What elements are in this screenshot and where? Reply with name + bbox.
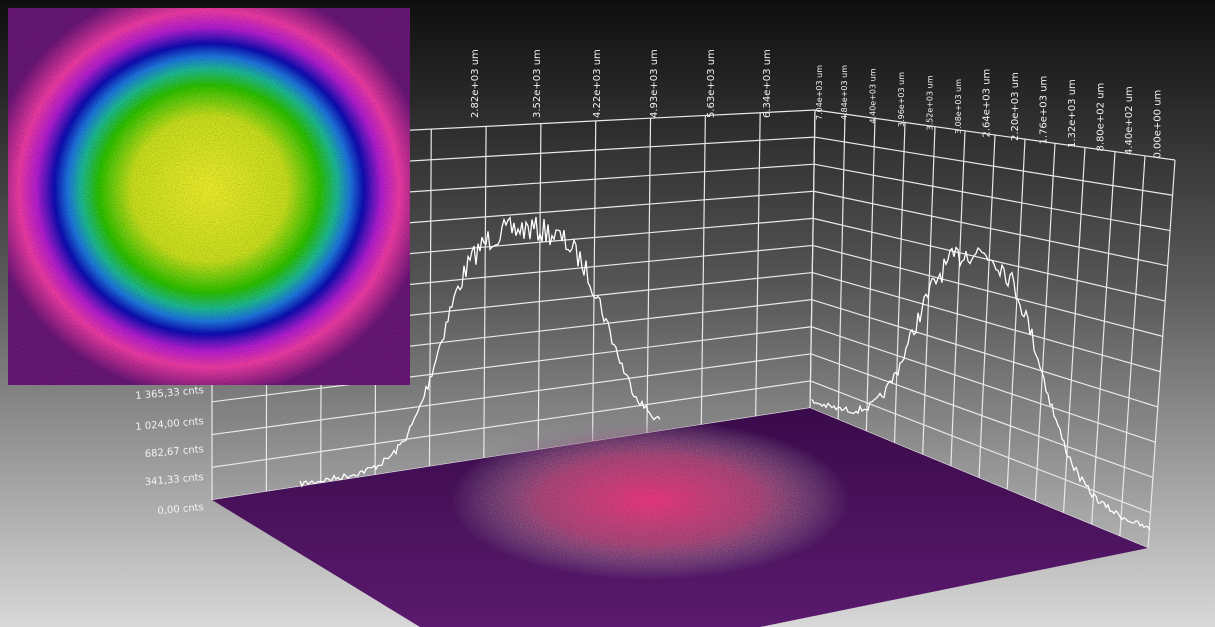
- grid-line: [893, 122, 906, 444]
- grid-line: [483, 126, 487, 459]
- z-axis-label: 0,00 cnts: [157, 502, 204, 517]
- beam-base-glow: [450, 420, 850, 580]
- y-axis-label: 3.96e+03 um: [897, 72, 906, 127]
- grid-line: [700, 115, 706, 425]
- profile-curve: [299, 216, 661, 488]
- x-axis-label: 4.93e+03 um: [649, 49, 660, 118]
- grid-line: [1062, 147, 1086, 514]
- grid-line: [811, 299, 1158, 408]
- profiles: [299, 216, 1151, 531]
- grid-line: [812, 244, 1163, 337]
- x-axis-label: 3.52e+03 um: [532, 49, 543, 118]
- x-axis-label: 5.63e+03 um: [706, 49, 717, 118]
- grid-line: [809, 109, 816, 409]
- grid-line: [1034, 143, 1056, 502]
- y-axis-label: 0.00e+00 um: [1153, 90, 1164, 159]
- x-axis-label: 6.34e+03 um: [762, 49, 773, 118]
- z-axis-label: 682,67 cnts: [144, 444, 204, 460]
- y-axis-label: 4.40e+03 um: [869, 68, 878, 123]
- grid-line: [865, 118, 876, 432]
- beam-image: [8, 8, 410, 385]
- grid-line: [810, 380, 1151, 514]
- y-axis-label: 1.32e+03 um: [1067, 79, 1078, 148]
- beam-image-inset: [8, 8, 410, 385]
- grid-line: [211, 326, 812, 403]
- grid-line: [813, 190, 1168, 267]
- grid-line: [591, 120, 597, 442]
- grid-line: [814, 109, 1176, 161]
- grid-line: [810, 353, 1154, 479]
- y-axis-label: 3.08e+03 um: [954, 79, 963, 134]
- grid-line: [428, 129, 432, 467]
- z-axis-label: 341,33 cnts: [144, 472, 204, 488]
- grid-line: [813, 163, 1171, 232]
- x-axis-label: 7.04e+03 um: [815, 65, 824, 120]
- y-axis-label: 2.64e+03 um: [982, 69, 993, 138]
- profile-curve: [811, 246, 1151, 531]
- grid-line: [646, 118, 652, 434]
- grid-line: [211, 380, 811, 468]
- x-axis-label: 2.82e+03 um: [470, 49, 481, 118]
- grid-line: [755, 112, 761, 417]
- grid-line: [1091, 151, 1116, 525]
- grid-line: [978, 134, 996, 479]
- y-axis-label: 8.80e+02 um: [1096, 83, 1107, 152]
- grid-line: [814, 136, 1173, 196]
- grid-line: [950, 130, 966, 467]
- x-axis-label: 4.22e+03 um: [592, 49, 603, 118]
- y-axis-label: 1.76e+03 um: [1039, 76, 1050, 145]
- y-axis-label: 2.20e+03 um: [1010, 72, 1021, 141]
- grid-line: [1006, 139, 1026, 490]
- grid-line: [811, 326, 1156, 443]
- grid-line: [1147, 159, 1176, 549]
- y-axis-label: 4.84e+03 um: [840, 65, 849, 120]
- grid-line: [837, 114, 846, 420]
- grid-line: [211, 353, 811, 436]
- y-axis-label: 4.40e+02 um: [1124, 86, 1135, 155]
- grid-line: [537, 123, 542, 450]
- grid-line: [812, 271, 1161, 373]
- y-axis-label: 3.52e+03 um: [926, 75, 935, 130]
- grid-line: [1119, 155, 1146, 537]
